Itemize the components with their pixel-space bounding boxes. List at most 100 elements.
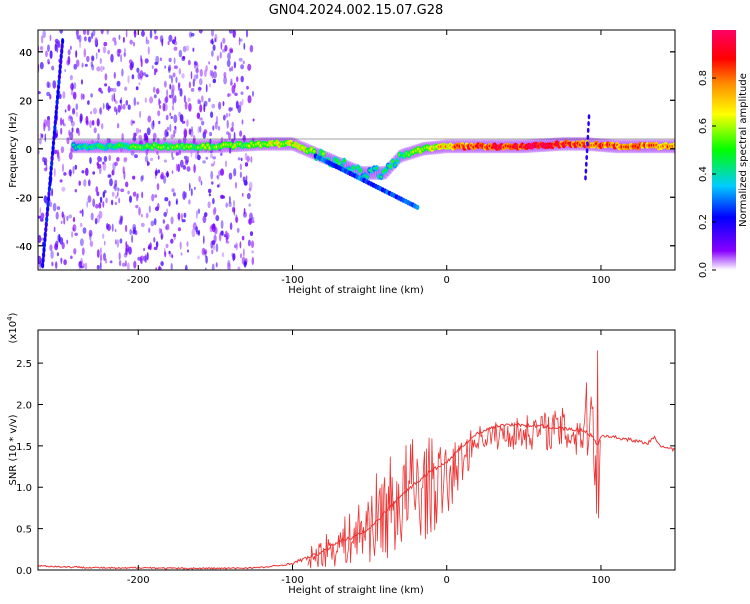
spectrogram-noise-speck [247, 95, 252, 104]
spectrogram-noise-speck [244, 162, 249, 167]
spectrogram-noise-speck [165, 243, 169, 249]
spectrogram-noise-speck [144, 97, 147, 103]
spectrogram-noise-speck [192, 47, 195, 52]
spectrogram-noise-speck [230, 81, 233, 86]
spectrogram-noise-speck [55, 211, 59, 220]
spectrogram-noise-speck [191, 126, 193, 132]
ridge-core [338, 162, 341, 166]
spectrogram-noise-speck [207, 201, 211, 209]
spectrogram-noise-speck [220, 41, 223, 50]
spectrogram-noise-speck [225, 202, 228, 208]
spectrogram-noise-speck [188, 59, 191, 66]
spectrogram-noise-speck [91, 32, 94, 39]
spectrogram-noise-speck [156, 151, 159, 155]
spectrogram-noise-speck [42, 156, 46, 163]
spectrogram-streak-blob [60, 48, 64, 55]
spectrogram-noise-speck [123, 52, 126, 58]
spectrogram-noise-speck [168, 57, 172, 63]
spectrogram-noise-speck [115, 195, 118, 199]
spectrogram-noise-speck [133, 97, 137, 107]
spectrogram-noise-speck [114, 239, 117, 245]
spectrogram-noise-speck [226, 131, 230, 135]
spectrogram-noise-speck [155, 241, 159, 248]
spectrogram-noise-speck [66, 239, 69, 245]
spectrogram-noise-speck [125, 99, 129, 106]
spectrogram-streak-blob [47, 190, 51, 198]
spectrogram-streak-blob [49, 165, 53, 172]
ridge-spike-cell [586, 127, 590, 133]
spectrogram-noise-speck [152, 132, 157, 140]
spectrogram-noise-speck [90, 61, 94, 68]
spectrogram-noise-speck [89, 240, 94, 247]
spectrogram-noise-speck [215, 243, 219, 252]
spectrogram-noise-speck [180, 252, 183, 256]
spectrogram-noise-speck [169, 112, 172, 117]
spectrogram-noise-speck [112, 185, 117, 190]
spectrogram-noise-speck [60, 117, 63, 126]
spectrogram-noise-speck [197, 255, 200, 260]
spectrogram-noise-speck [218, 101, 222, 110]
spectrogram-noise-speck [63, 123, 66, 127]
spectrogram-noise-speck [239, 241, 242, 249]
spectrogram-noise-speck [92, 171, 96, 175]
spectrogram-streak-blob [53, 124, 57, 131]
spectrogram-streak-blob [60, 43, 64, 50]
spectrogram-noise-speck [103, 155, 108, 163]
spectrogram-noise-speck [205, 156, 209, 160]
spectrogram-noise-speck [233, 61, 237, 69]
spectrogram-noise-speck [97, 161, 100, 170]
spectrogram-noise-speck [220, 168, 225, 176]
spectrogram-noise-speck [68, 152, 73, 160]
spectrogram-noise-speck [68, 214, 73, 219]
spectrogram-noise-speck [217, 184, 220, 188]
colorbar-ticks: 0.0 0.2 0.4 0.6 0.8 [698, 70, 716, 278]
spectrogram-noise-speck [112, 162, 116, 171]
spectrogram-noise-speck [211, 30, 214, 37]
spectrogram-noise-speck [79, 238, 84, 247]
spectrogram-noise-speck [146, 252, 149, 261]
spectrogram-noise-speck [153, 237, 156, 243]
spectrogram-noise-speck [155, 206, 159, 212]
spectrogram-noise-speck [80, 265, 84, 269]
spectrogram-noise-speck [139, 129, 142, 133]
spectrogram-noise-speck [72, 224, 77, 232]
spectrogram-noise-speck [164, 251, 167, 258]
spectrogram-noise-speck [166, 126, 170, 131]
spectrogram-frame [37, 29, 676, 271]
spectrogram-noise-speck [57, 233, 61, 243]
x-tick-label: 100 [591, 575, 610, 586]
spectrogram-noise-speck [199, 78, 203, 86]
spectrogram-noise-speck [132, 191, 137, 197]
spectrogram-noise-speck [228, 93, 232, 97]
spectrogram-noise-speck [43, 122, 46, 132]
spectrogram-noise-speck [123, 171, 126, 180]
spectrogram-noise-speck [71, 127, 74, 133]
spectrogram-noise-speck [135, 127, 140, 134]
spectrogram-noise-speck [166, 89, 169, 97]
spectrogram-noise-speck [134, 154, 138, 159]
spectrogram-noise-speck [114, 179, 118, 187]
spectrogram-noise-speck [127, 262, 130, 270]
spectrogram-noise-speck [81, 247, 85, 256]
spectrogram-noise-speck [81, 208, 84, 217]
spectrogram-noise-speck [211, 70, 214, 79]
spectrogram-noise-speck [82, 227, 87, 234]
spectrogram-noise-speck [251, 250, 254, 254]
spectrogram-noise-speck [222, 101, 225, 107]
spectrogram-noise-speck [118, 260, 122, 267]
spectrogram-noise-speck [173, 46, 178, 51]
spectrogram-noise-speck [115, 108, 118, 116]
ridge-spike-cell [587, 121, 590, 127]
spectrogram-noise-speck [54, 243, 59, 251]
spectrogram-noise-speck [86, 55, 90, 63]
spectrogram-noise-speck [74, 232, 78, 236]
spectrogram-noise-speck [121, 262, 126, 267]
spectrogram-noise-speck [99, 57, 102, 65]
spectrogram-streak-blob [51, 139, 56, 147]
ridge-spike-cell [586, 134, 590, 140]
spectrogram-noise-speck [214, 121, 218, 130]
spectrogram-noise-speck [158, 265, 161, 270]
spectrogram-noise-speck [218, 170, 222, 176]
spectrogram-noise-speck [44, 133, 47, 143]
